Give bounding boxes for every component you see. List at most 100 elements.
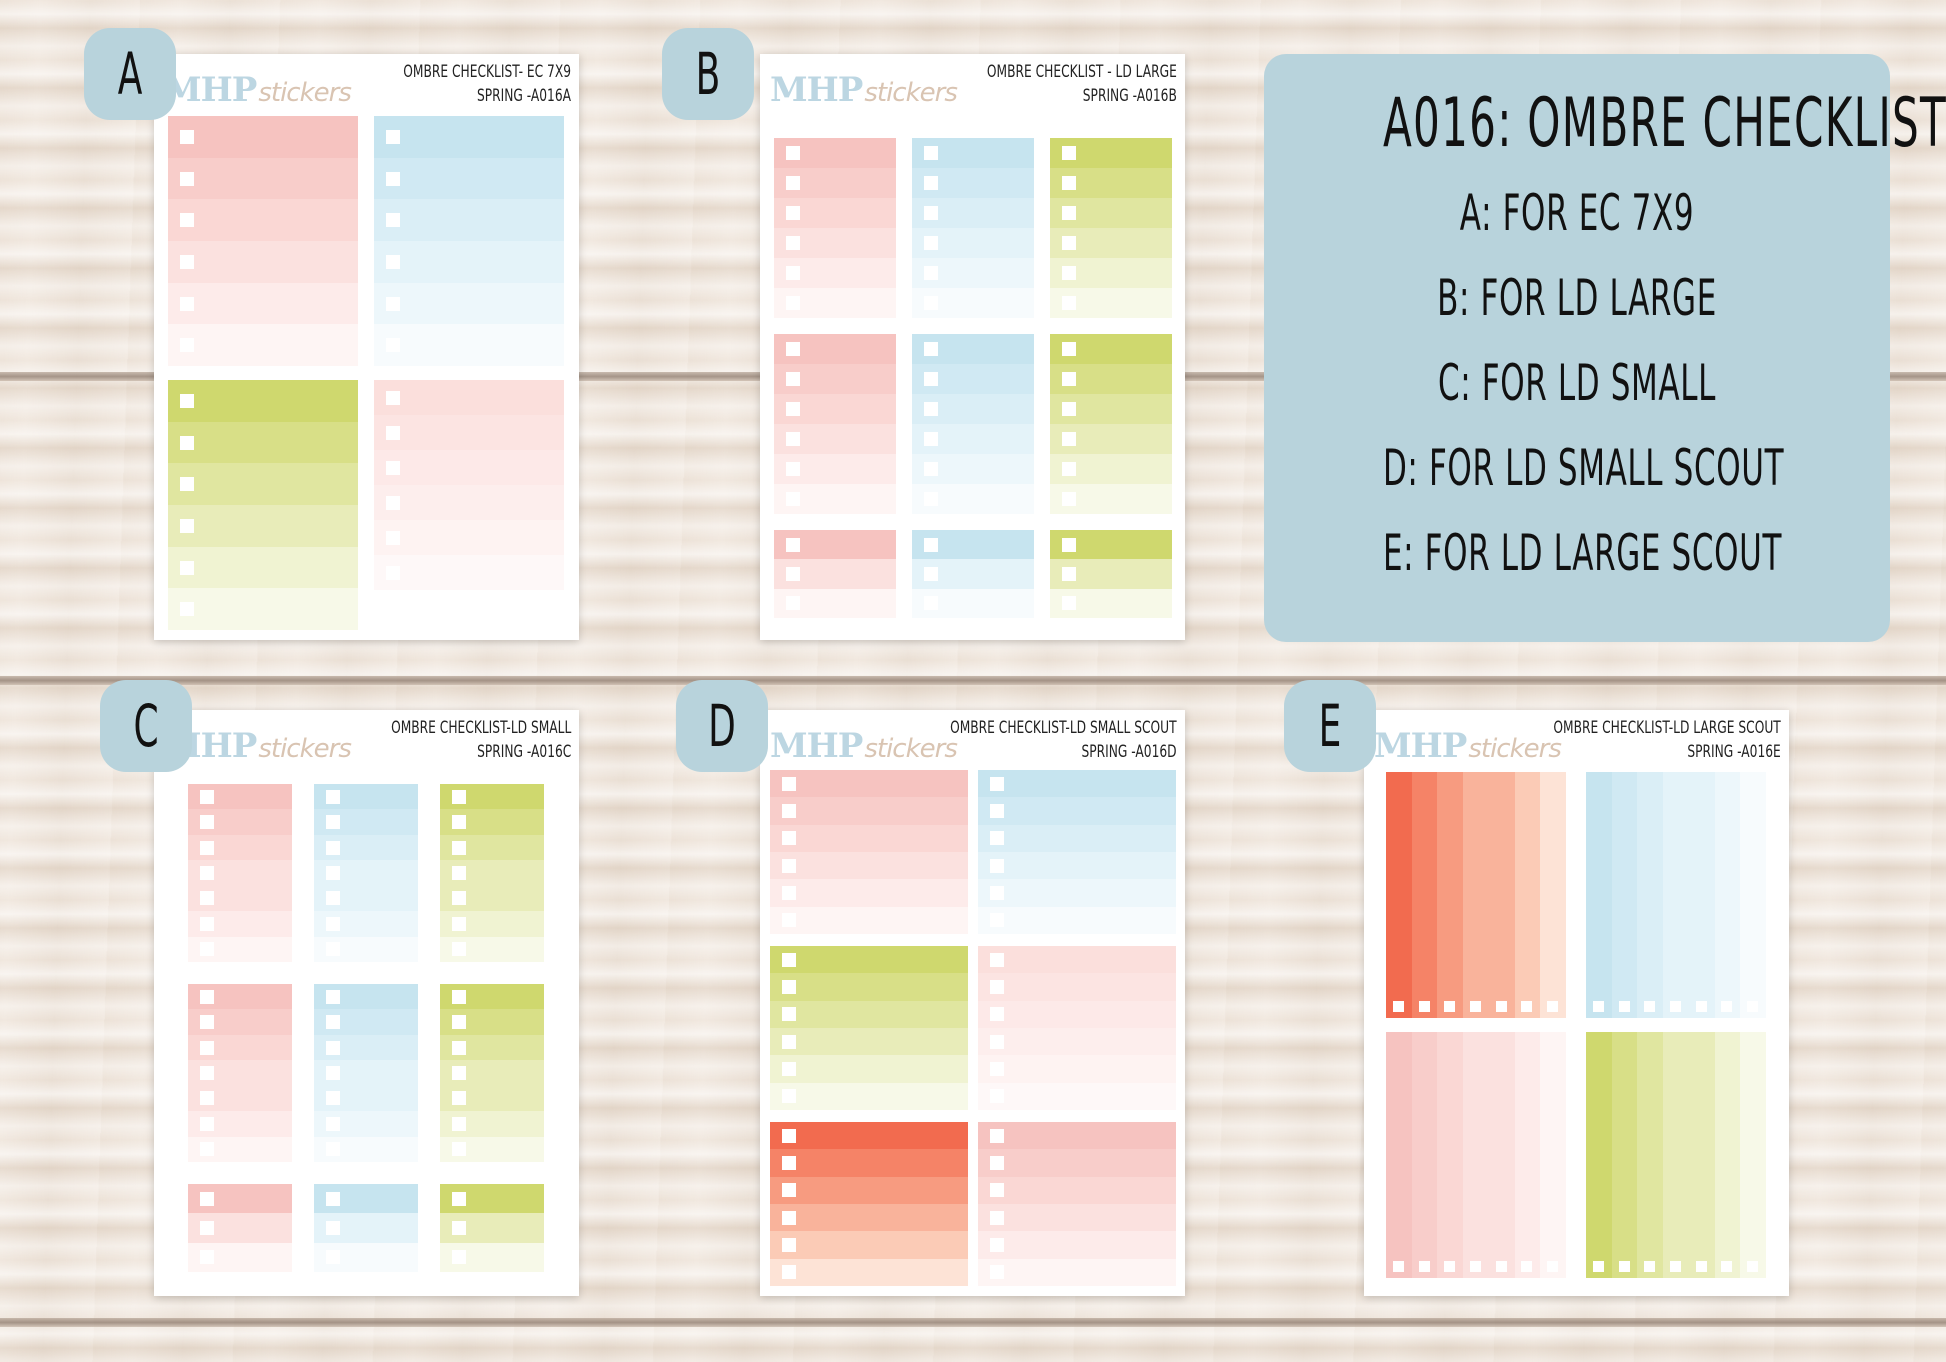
ombre-stripe — [774, 228, 896, 258]
sheet-title: OMBRE CHECKLIST-LD SMALL SCOUT SPRING -A0… — [950, 718, 1177, 762]
ombre-stripe — [912, 394, 1034, 424]
checkbox-icon — [326, 1040, 340, 1055]
ombre-stripe — [188, 936, 292, 962]
ombre-stripe — [168, 116, 358, 158]
checklist-block — [1386, 772, 1567, 1018]
wood-plank-seam — [0, 676, 1946, 685]
mhp-stickers-logo: MHPstickers — [770, 726, 958, 766]
ombre-stripe — [774, 588, 896, 618]
checklist-block — [374, 116, 564, 367]
checkbox-icon — [1747, 1261, 1759, 1272]
checkbox-icon — [782, 952, 796, 967]
panel-line-b: B: FOR LD LARGE — [1437, 269, 1717, 327]
checkbox-icon — [1592, 1001, 1604, 1012]
checkbox-icon — [990, 952, 1004, 967]
ombre-stripe — [188, 1060, 292, 1086]
checkbox-icon — [990, 1034, 1004, 1049]
ombre-stripe — [440, 1213, 544, 1243]
checkbox-icon — [452, 1116, 466, 1131]
ombre-stripe — [314, 1060, 418, 1086]
checkbox-icon — [452, 1065, 466, 1080]
checklist-block — [168, 380, 358, 631]
checklist-block — [314, 984, 418, 1162]
ombre-stripe — [1740, 772, 1767, 1018]
sheet-title: OMBRE CHECKLIST- EC 7X9 SPRING -A016A — [403, 62, 571, 106]
ombre-stripe — [774, 394, 896, 424]
ombre-stripe — [314, 1184, 418, 1214]
checkbox-icon — [180, 560, 194, 575]
checkbox-icon — [924, 296, 938, 310]
checkbox-icon — [326, 1250, 340, 1265]
ombre-stripe — [1050, 334, 1172, 364]
ombre-stripe — [770, 946, 968, 974]
checkbox-icon — [180, 518, 194, 533]
checkbox-icon — [924, 372, 938, 386]
ombre-stripe — [1488, 1032, 1515, 1278]
checkbox-icon — [1721, 1261, 1733, 1272]
checkbox-icon — [452, 1091, 466, 1106]
ombre-stripe — [168, 380, 358, 422]
ombre-stripe — [314, 1136, 418, 1162]
checklist-block — [188, 1184, 292, 1272]
checkbox-icon — [452, 865, 466, 880]
checkbox-icon — [990, 913, 1004, 928]
ombre-stripe — [1386, 1032, 1412, 1278]
checkbox-icon — [386, 390, 400, 405]
checkbox-icon — [1444, 1001, 1456, 1012]
checkbox-icon — [326, 1142, 340, 1157]
checkbox-icon — [990, 1089, 1004, 1104]
checkbox-icon — [452, 1220, 466, 1235]
checkbox-icon — [200, 942, 214, 957]
checkbox-icon — [924, 146, 938, 160]
mhp-stickers-logo: MHPstickers — [164, 726, 352, 766]
checkbox-icon — [200, 840, 214, 855]
ombre-stripe — [774, 364, 896, 394]
sheet-title: OMBRE CHECKLIST - LD LARGE SPRING -A016B — [987, 62, 1177, 106]
ombre-stripe — [1714, 1032, 1741, 1278]
checklist-block — [1050, 334, 1172, 514]
ombre-stripe — [770, 1231, 968, 1259]
checkbox-icon — [386, 338, 400, 353]
ombre-stripe — [978, 946, 1176, 974]
ombre-stripe — [314, 1111, 418, 1137]
checkbox-icon — [180, 213, 194, 228]
checklist-block — [314, 784, 418, 962]
checkbox-icon — [200, 1191, 214, 1206]
ombre-stripe — [188, 911, 292, 937]
checklist-block — [770, 770, 968, 934]
ombre-stripe — [314, 860, 418, 886]
checkbox-icon — [180, 254, 194, 269]
sheet-badge-b: B — [662, 28, 754, 120]
checkbox-icon — [452, 1191, 466, 1206]
checkbox-icon — [782, 831, 796, 846]
ombre-stripe — [978, 851, 1176, 880]
ombre-stripe — [1688, 1032, 1715, 1278]
checkbox-icon — [1495, 1261, 1507, 1272]
ombre-stripe — [314, 984, 418, 1010]
ombre-stripe — [168, 157, 358, 200]
checkbox-icon — [386, 213, 400, 228]
ombre-stripe — [168, 546, 358, 589]
sheet-badge-c: C — [100, 680, 192, 772]
checkbox-icon — [786, 537, 800, 552]
ombre-stripe — [912, 424, 1034, 454]
ombre-stripe — [1611, 1032, 1638, 1278]
checkbox-icon — [1547, 1261, 1559, 1272]
checkbox-icon — [786, 342, 800, 356]
checklist-block — [168, 116, 358, 367]
checklist-block — [374, 380, 564, 590]
checkbox-icon — [786, 402, 800, 416]
ombre-stripe — [1637, 1032, 1664, 1278]
ombre-stripe — [1050, 228, 1172, 258]
checkbox-icon — [1062, 236, 1076, 250]
ombre-stripe — [774, 334, 896, 364]
mhp-stickers-logo: MHPstickers — [1374, 726, 1562, 766]
ombre-stripe — [168, 241, 358, 283]
checkbox-icon — [990, 1061, 1004, 1076]
ombre-stripe — [1050, 198, 1172, 228]
checkbox-icon — [786, 462, 800, 476]
ombre-stripe — [978, 1000, 1176, 1028]
checkbox-icon — [990, 979, 1004, 994]
checkbox-icon — [990, 885, 1004, 900]
ombre-stripe — [770, 1258, 968, 1286]
